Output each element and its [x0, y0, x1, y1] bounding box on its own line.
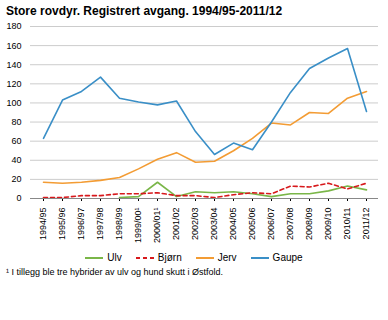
html-text:Ulv: Ulv — [107, 252, 122, 263]
svg-text:1997/98: 1997/98 — [95, 208, 105, 241]
svg-text:80: 80 — [11, 117, 21, 127]
html-text:¹ I tillegg ble tre hybrider a: ¹ I tillegg ble tre hybrider av ulv og h… — [6, 267, 224, 277]
svg-text:2004/05: 2004/05 — [228, 208, 238, 241]
svg-text:2005/06: 2005/06 — [247, 208, 257, 241]
svg-text:100: 100 — [6, 98, 21, 108]
svg-text:1995/96: 1995/96 — [57, 208, 67, 241]
svg-text:60: 60 — [11, 136, 21, 146]
svg-text:2008/09: 2008/09 — [304, 208, 314, 241]
svg-text:2001/02: 2001/02 — [171, 208, 181, 241]
svg-text:1999/00¹: 1999/00¹ — [133, 207, 143, 243]
svg-text:0: 0 — [16, 193, 21, 203]
html-text:Store rovdyr. Registrert avgan: Store rovdyr. Registrert avgang. 1994/95… — [6, 4, 283, 18]
html-text:Bjørn: Bjørn — [157, 252, 182, 263]
svg-text:140: 140 — [6, 60, 21, 70]
svg-text:180: 180 — [6, 21, 21, 31]
html-text:Gaupe: Gaupe — [272, 252, 303, 263]
svg-text:2011/12: 2011/12 — [361, 208, 371, 240]
svg-text:2003/04: 2003/04 — [209, 208, 219, 241]
html-text:Jerv: Jerv — [217, 252, 237, 263]
svg-text:20: 20 — [11, 174, 21, 184]
svg-text:2006/07: 2006/07 — [266, 208, 276, 241]
svg-text:2000/01¹: 2000/01¹ — [152, 207, 162, 243]
svg-text:2010/11: 2010/11 — [342, 208, 352, 240]
svg-text:120: 120 — [6, 79, 21, 89]
svg-text:2009/10: 2009/10 — [323, 208, 333, 241]
svg-text:1994/95: 1994/95 — [38, 208, 48, 241]
svg-text:1996/97: 1996/97 — [76, 208, 86, 241]
svg-text:1998/99: 1998/99 — [114, 208, 124, 241]
svg-text:2002/03: 2002/03 — [190, 208, 200, 241]
svg-text:160: 160 — [6, 40, 21, 50]
svg-text:2007/08: 2007/08 — [285, 208, 295, 241]
svg-text:40: 40 — [11, 155, 21, 165]
